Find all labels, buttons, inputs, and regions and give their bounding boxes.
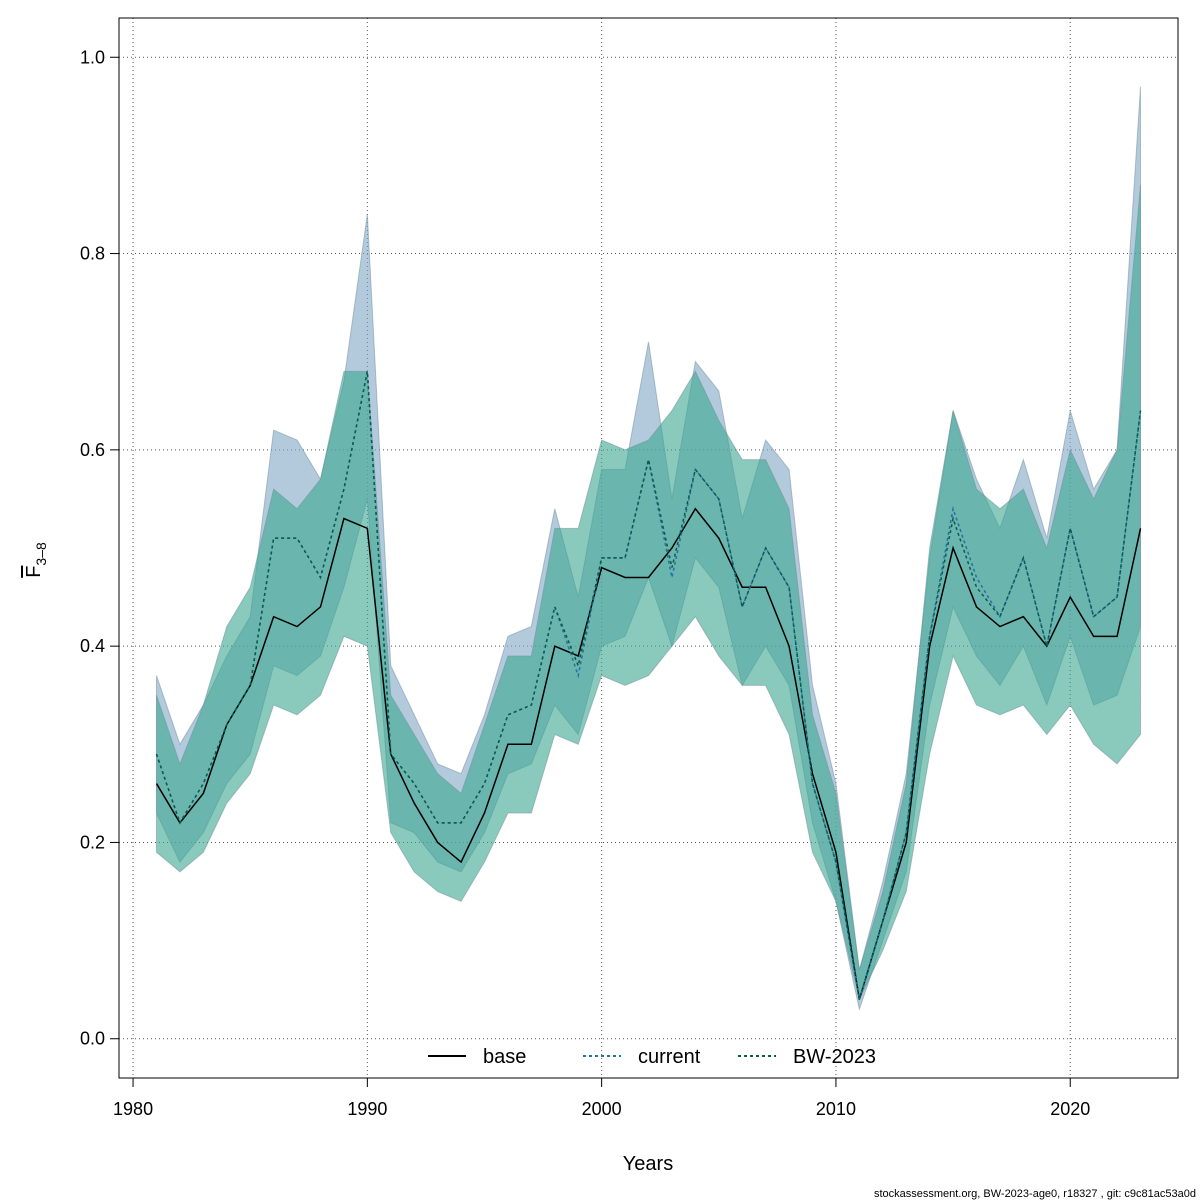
svg-text:F3–8: F3–8: [23, 542, 49, 578]
x-tick-label: 1980: [113, 1099, 153, 1119]
x-axis-title: Years: [623, 1153, 673, 1175]
legend-label-current: current: [638, 1046, 701, 1068]
y-tick-label: 0.0: [80, 1029, 105, 1049]
legend-label-base: base: [483, 1046, 526, 1068]
y-tick-label: 0.2: [80, 832, 105, 852]
legend: base current BW-2023: [428, 1046, 876, 1068]
y-axis-title-subscript: 3–8: [33, 542, 49, 566]
y-axis-title: F3–8: [23, 542, 49, 578]
x-tick-label: 2000: [582, 1099, 622, 1119]
x-tick-label: 2020: [1050, 1099, 1090, 1119]
y-axis-title-main: F: [23, 566, 45, 578]
series-line-bw-2023: [155, 371, 1142, 1000]
y-tick-label: 1.0: [80, 47, 105, 67]
y-tick-label: 0.6: [80, 440, 105, 460]
footer-note: stockassessment.org, BW-2023-age0, r1832…: [874, 1188, 1196, 1200]
series-line-base: [155, 507, 1142, 1000]
confidence-band-2: [155, 184, 1142, 1001]
legend-label-bw-2023: BW-2023: [793, 1046, 876, 1068]
y-tick-label: 0.8: [80, 244, 105, 264]
x-tick-label: 2010: [816, 1099, 856, 1119]
x-axis: 1980 1990 2000 2010 2020: [113, 1077, 1090, 1119]
y-tick-label: 0.4: [80, 636, 105, 656]
x-tick-label: 1990: [347, 1099, 387, 1119]
y-axis: 0.0 0.2 0.4 0.6 0.8 1.0: [80, 47, 120, 1049]
series-lines: [155, 371, 1142, 1000]
